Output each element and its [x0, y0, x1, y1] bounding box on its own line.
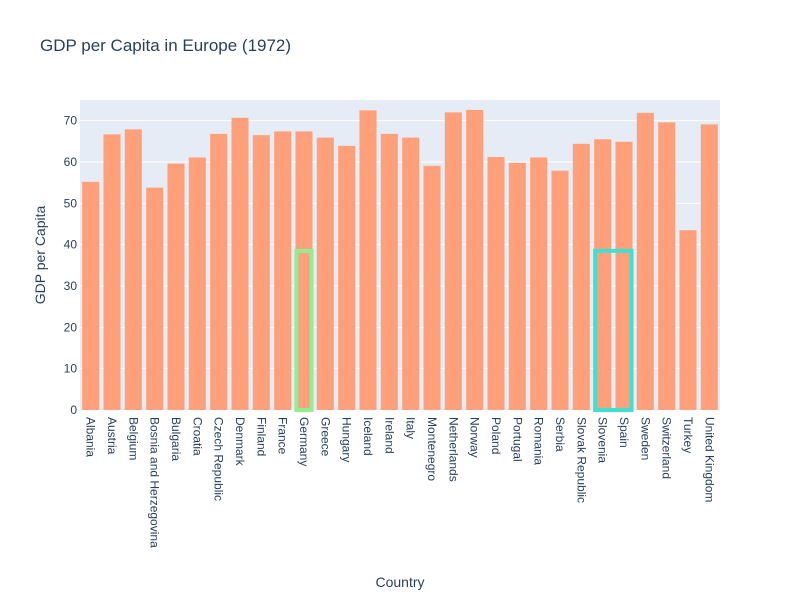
bar [124, 129, 142, 410]
x-tick-label: Finland [254, 417, 268, 456]
x-tick-label: Czech Republic [212, 417, 226, 501]
y-tick-label: 10 [64, 362, 78, 376]
x-tick-label: Austria [105, 417, 119, 455]
bar [615, 141, 633, 410]
x-tick-label: Turkey [681, 417, 695, 453]
chart-title: GDP per Capita in Europe (1972) [40, 36, 291, 55]
x-tick-label: Albania [84, 417, 98, 457]
bar [103, 134, 121, 410]
bar [658, 122, 676, 410]
bar [252, 135, 270, 410]
bar [508, 162, 526, 410]
bars [82, 109, 718, 411]
y-tick-label: 40 [64, 238, 78, 252]
y-tick-label: 30 [64, 279, 78, 293]
x-tick-label: Spain [617, 417, 631, 448]
bar [295, 131, 313, 410]
bar [487, 157, 505, 410]
y-tick-label: 50 [64, 196, 78, 210]
y-tick-label: 60 [64, 155, 78, 169]
gridlines [80, 120, 720, 370]
bar [338, 145, 356, 410]
x-tick-label: Hungary [340, 417, 354, 462]
bar [316, 137, 334, 410]
bar [444, 112, 462, 411]
x-tick-label: Sweden [638, 417, 652, 460]
x-tick-label: Belgium [126, 417, 140, 460]
bar [402, 137, 420, 410]
x-tick-label: Slovak Republic [574, 417, 588, 503]
x-tick-label: Denmark [233, 417, 247, 467]
x-tick-label: Bosnia and Herzegovina [148, 417, 162, 548]
x-tick-label: Slovenia [596, 417, 610, 463]
y-tick-label: 70 [64, 114, 78, 128]
bar [188, 157, 206, 410]
x-tick-label: Croatia [190, 417, 204, 456]
x-tick-label: Greece [318, 417, 332, 457]
bar [572, 143, 590, 410]
bar [231, 117, 249, 411]
x-tick-label: Bulgaria [169, 417, 183, 461]
x-tick-label: Norway [468, 417, 482, 458]
bar [210, 133, 228, 411]
highlight-boxes [294, 248, 634, 412]
x-tick-label: France [276, 417, 290, 455]
x-tick-label: Ireland [382, 417, 396, 454]
x-tick-label: Portugal [510, 417, 524, 462]
plot-background [80, 100, 720, 410]
bar [274, 131, 292, 410]
bar [423, 165, 441, 410]
x-tick-label: Netherlands [446, 417, 460, 482]
x-tick-label: Poland [489, 417, 503, 454]
bar [146, 187, 164, 410]
x-tick-label: Romania [532, 417, 546, 465]
x-tick-label: Switzerland [660, 417, 674, 479]
bar [466, 109, 484, 411]
x-tick-label: United Kingdom [702, 417, 716, 502]
bar [380, 133, 398, 411]
bar [82, 181, 100, 410]
x-tick-label: Italy [404, 417, 418, 439]
x-tick-label: Montenegro [425, 417, 439, 481]
y-axis-ticks: 0 10 20 30 40 50 60 70 [64, 114, 78, 417]
x-axis-title: Country [375, 574, 424, 590]
y-axis-title: GDP per Capita [32, 206, 48, 305]
bar [700, 124, 718, 411]
x-tick-label: Germany [297, 417, 311, 466]
bar [167, 163, 185, 410]
bar [551, 170, 569, 410]
bar [679, 230, 697, 410]
y-tick-label: 0 [70, 403, 77, 417]
highlight-box [294, 248, 314, 412]
bar [594, 139, 612, 410]
highlight-box [593, 248, 634, 412]
x-tick-label: Iceland [361, 417, 375, 456]
x-tick-label: Serbia [553, 417, 567, 452]
bar [530, 157, 548, 410]
bar [636, 112, 654, 411]
bar [359, 110, 377, 410]
y-tick-label: 20 [64, 320, 78, 334]
x-axis-ticks: Albania Austria Belgium Bosnia and Herzegov… [84, 417, 717, 548]
